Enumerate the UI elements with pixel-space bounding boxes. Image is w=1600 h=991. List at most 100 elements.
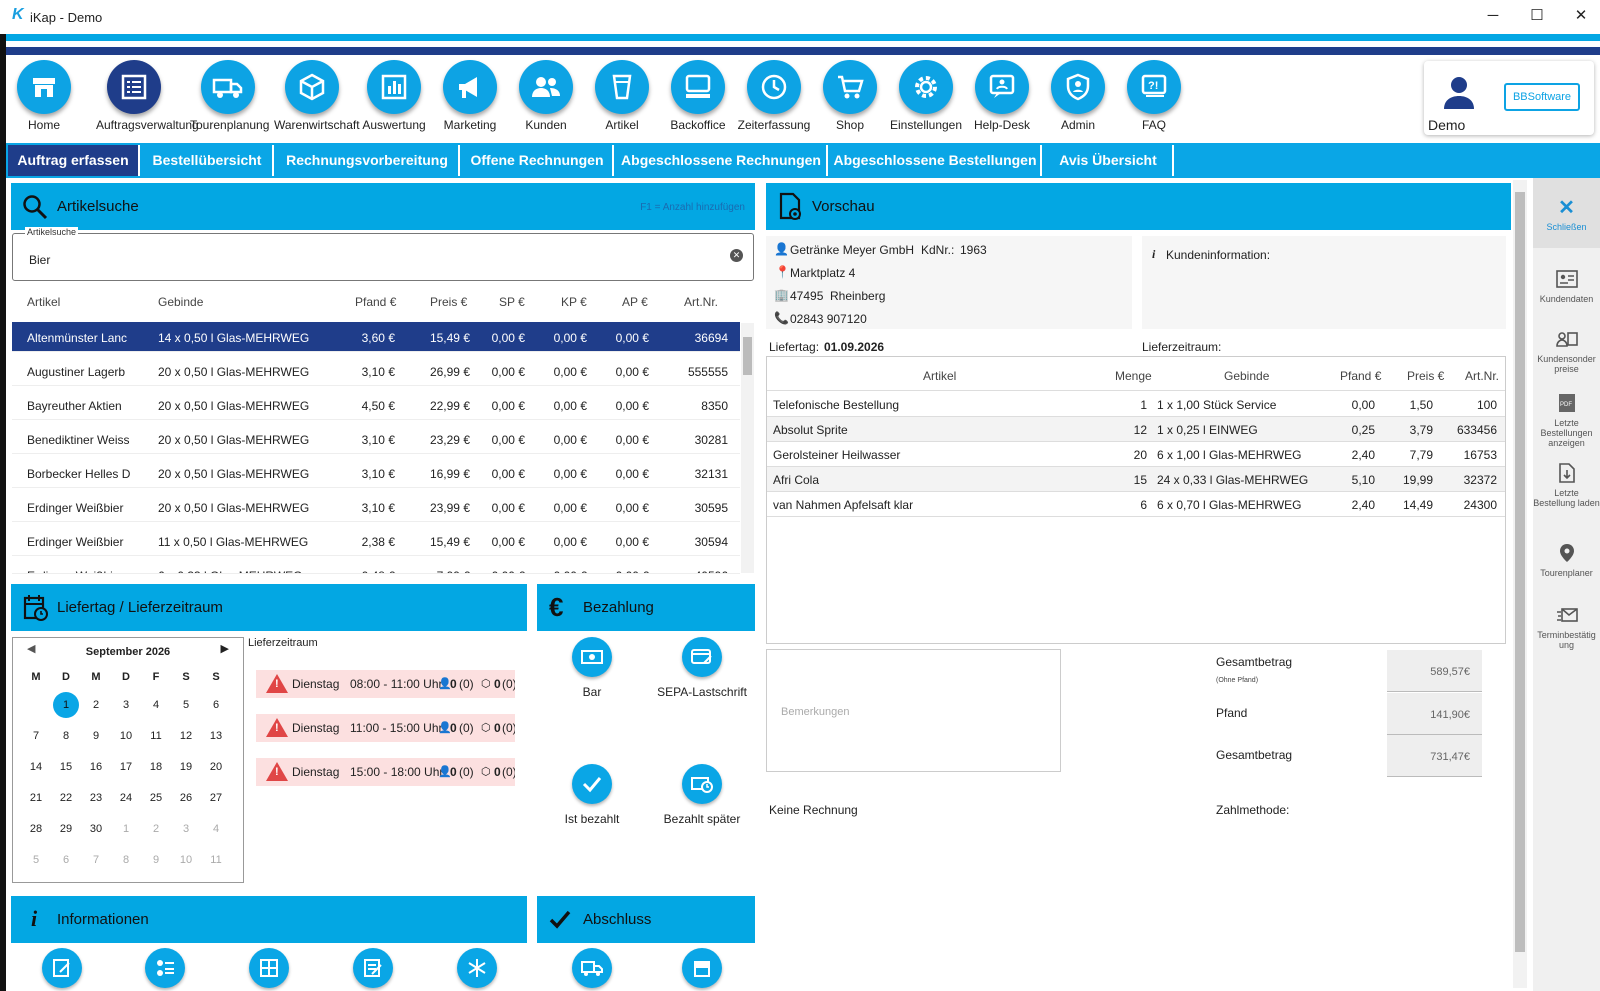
nav-backoffice[interactable]: Backoffice xyxy=(660,60,736,132)
delivery-truck-icon[interactable] xyxy=(572,948,612,988)
nav-kunden[interactable]: Kunden xyxy=(508,60,584,132)
calendar-day[interactable]: 17 xyxy=(119,761,133,773)
calendar-day[interactable]: 24 xyxy=(119,792,133,804)
nav-home[interactable]: Home xyxy=(6,60,82,132)
table-row[interactable]: Erdinger Weißbier 11 x 0,50 l Glas-MEHRWE… xyxy=(12,526,740,556)
calendar-day[interactable]: 3 xyxy=(122,699,130,711)
calendar-day[interactable]: 28 xyxy=(29,823,43,835)
sidebar-terminbestaetigung[interactable]: Terminbestätig ung xyxy=(1533,604,1600,650)
calendar-day[interactable]: 5 xyxy=(32,854,40,866)
maximize-button[interactable]: ☐ xyxy=(1530,7,1544,24)
calendar-day[interactable]: 6 xyxy=(62,854,70,866)
calendar-day[interactable]: 10 xyxy=(179,854,193,866)
pay-bezahlt-spaeter-button[interactable]: Bezahlt später xyxy=(632,764,772,826)
tab-bestelluebersicht[interactable]: Bestellübersicht xyxy=(142,145,274,176)
prev-month-icon[interactable]: ◀ xyxy=(27,643,36,655)
close-window-button[interactable]: ✕ xyxy=(1574,7,1588,24)
calculator-icon[interactable] xyxy=(249,948,289,988)
sidebar-tourenplaner[interactable]: Tourenplaner xyxy=(1533,542,1600,578)
calendar-day[interactable]: 7 xyxy=(92,854,100,866)
nav-auftragsverwaltung[interactable]: Auftragsverwaltung xyxy=(96,60,199,132)
tab-abgeschlossene-bestellungen[interactable]: Abgeschlossene Bestellungen xyxy=(830,145,1042,176)
notes-icon[interactable] xyxy=(353,948,393,988)
nav-artikel[interactable]: Artikel xyxy=(584,60,660,132)
calendar-day[interactable]: 4 xyxy=(212,823,220,835)
calendar-day[interactable]: 18 xyxy=(149,761,163,773)
sidebar-letzte-bestellung-laden[interactable]: Letzte Bestellung laden xyxy=(1533,462,1600,508)
user-box[interactable]: Demo BBSoftware xyxy=(1424,61,1594,135)
calendar-day[interactable]: 11 xyxy=(150,730,162,742)
calendar-day[interactable]: 4 xyxy=(152,699,160,711)
nav-auswertung[interactable]: Auswertung xyxy=(356,60,432,132)
sidebar-close[interactable]: ✕ Schließen xyxy=(1533,178,1600,248)
remarks-input[interactable]: Bemerkungen xyxy=(766,649,1061,772)
pay-sepa-button[interactable]: SEPA-Lastschrift xyxy=(632,637,772,699)
tab-auftrag-erfassen[interactable]: Auftrag erfassen xyxy=(8,145,140,176)
nav-faq[interactable]: ?! FAQ xyxy=(1116,60,1192,132)
snowflake-icon[interactable] xyxy=(457,948,497,988)
tab-offene-rechnungen[interactable]: Offene Rechnungen xyxy=(462,145,614,176)
tab-avis-uebersicht[interactable]: Avis Übersicht xyxy=(1044,145,1174,176)
clear-search-icon[interactable]: ✕ xyxy=(730,249,743,262)
table-row[interactable]: Augustiner Lagerb 20 x 0,50 l Glas-MEHRWE… xyxy=(12,356,740,386)
search-input[interactable]: Artikelsuche Bier ✕ xyxy=(12,227,754,281)
calendar-day[interactable]: 10 xyxy=(119,730,133,742)
order-row[interactable]: Telefonische Bestellung 1 1 x 1,00 Stück S… xyxy=(767,392,1505,417)
calendar-day[interactable]: 27 xyxy=(209,792,223,804)
calendar-day[interactable]: 14 xyxy=(29,761,43,773)
calendar-day[interactable]: 5 xyxy=(182,699,190,711)
calendar-day[interactable]: 6 xyxy=(212,699,220,711)
next-month-icon[interactable]: ▶ xyxy=(220,643,229,655)
store-icon[interactable] xyxy=(682,948,722,988)
order-row[interactable]: Afri Cola 15 24 x 0,33 l Glas-MEHRWEG 5,10 1… xyxy=(767,467,1505,492)
calendar-day[interactable]: 20 xyxy=(209,761,223,773)
calendar-day[interactable]: 15 xyxy=(59,761,73,773)
nav-warenwirtschaft[interactable]: Warenwirtschaft xyxy=(274,60,360,132)
calendar-day[interactable]: 8 xyxy=(62,730,70,742)
calendar-day[interactable]: 30 xyxy=(89,823,103,835)
calendar-day[interactable]: 9 xyxy=(92,730,100,742)
calendar-day[interactable]: 1 xyxy=(53,692,79,718)
calendar-day[interactable]: 8 xyxy=(122,854,130,866)
tab-rechnungsvorbereitung[interactable]: Rechnungsvorbereitung xyxy=(276,145,460,176)
calendar-day[interactable]: 22 xyxy=(59,792,73,804)
calendar-day[interactable]: 2 xyxy=(92,699,100,711)
tab-abgeschlossene-rechnungen[interactable]: Abgeschlossene Rechnungen xyxy=(616,145,828,176)
calendar-day[interactable]: 25 xyxy=(149,792,163,804)
calendar-day[interactable]: 3 xyxy=(182,823,190,835)
nav-marketing[interactable]: Marketing xyxy=(432,60,508,132)
artikel-scrollbar-thumb[interactable] xyxy=(743,337,752,375)
order-row[interactable]: Absolut Sprite 12 1 x 0,25 l EINWEG 0,25 3,7… xyxy=(767,417,1505,442)
nav-shop[interactable]: Shop xyxy=(812,60,888,132)
table-row[interactable]: Borbecker Helles D 20 x 0,50 l Glas-MEHRW… xyxy=(12,458,740,488)
nav-einstellungen[interactable]: Einstellungen xyxy=(888,60,964,132)
pay-ist-bezahlt-button[interactable]: Ist bezahlt xyxy=(522,764,662,826)
minimize-button[interactable]: ─ xyxy=(1487,7,1499,24)
nav-help-desk[interactable]: Help-Desk xyxy=(964,60,1040,132)
table-row[interactable]: Benediktiner Weiss 20 x 0,50 l Glas-MEHRW… xyxy=(12,424,740,454)
sidebar-letzte-bestellungen[interactable]: PDF Letzte Bestellungen anzeigen xyxy=(1533,392,1600,448)
table-row[interactable]: Altenmünster Lanc 14 x 0,50 l Glas-MEHRWE… xyxy=(12,322,740,352)
main-scrollbar[interactable] xyxy=(1513,180,1527,988)
table-row[interactable]: Erdinger Weißbier 6 x 0,33 l Glas-MEHRWEG… xyxy=(12,560,740,574)
main-scrollbar-thumb[interactable] xyxy=(1515,192,1525,952)
pay-bar-button[interactable]: Bar xyxy=(522,637,662,699)
list-details-icon[interactable] xyxy=(145,948,185,988)
calendar-day[interactable]: 19 xyxy=(179,761,193,773)
nav-admin[interactable]: Admin xyxy=(1040,60,1116,132)
calendar-day[interactable]: 7 xyxy=(32,730,40,742)
calendar-day[interactable]: 16 xyxy=(89,761,103,773)
order-row[interactable]: Gerolsteiner Heilwasser 20 6 x 1,00 l Glas… xyxy=(767,442,1505,467)
calendar-day[interactable]: 26 xyxy=(179,792,193,804)
calendar-day[interactable]: 12 xyxy=(179,730,193,742)
table-row[interactable]: Erdinger Weißbier 20 x 0,50 l Glas-MEHRWE… xyxy=(12,492,740,522)
calendar-day[interactable]: 1 xyxy=(122,823,130,835)
calendar-day[interactable]: 23 xyxy=(89,792,103,804)
nav-zeiterfassung[interactable]: Zeiterfassung xyxy=(736,60,812,132)
order-row[interactable]: van Nahmen Apfelsaft klar 6 6 x 0,70 l Gla… xyxy=(767,492,1505,517)
nav-tourenplanung[interactable]: Tourenplanung xyxy=(190,60,269,132)
calendar-day[interactable]: 2 xyxy=(152,823,160,835)
